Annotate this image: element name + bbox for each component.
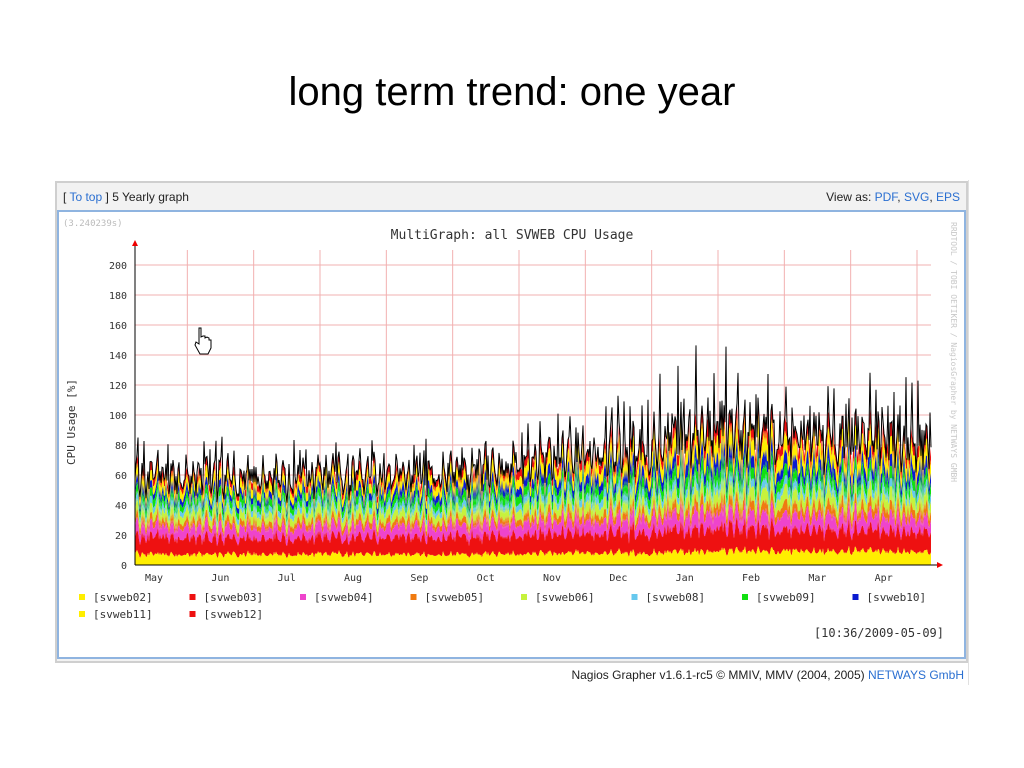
axes: 0 20 40 60 80 100 120 140 160 180 200 May Jun Jul Aug S… (109, 240, 943, 584)
x-tick-label: May (145, 573, 163, 584)
series-area-svweb08 (135, 463, 931, 529)
x-tick-label: Oct (477, 573, 495, 584)
eps-link[interactable]: EPS (935, 190, 960, 204)
series-area-svweb02 (135, 545, 931, 565)
footer: Nagios Grapher v1.6.1-rc5 © MMIV, MMV (2… (571, 668, 964, 682)
y-tick-label: 160 (109, 321, 127, 332)
y-axis-arrow (132, 240, 138, 246)
x-tick-label: Mar (808, 573, 826, 584)
divider (968, 180, 969, 685)
legend: [svweb02] [svweb03] [svweb04] [svweb05] [svw… (79, 591, 926, 621)
x-tick-label: Dec (609, 573, 627, 584)
x-axis-arrow (937, 562, 943, 568)
svg-link[interactable]: SVG (903, 190, 930, 204)
legend-swatch (521, 594, 527, 600)
x-tick-label: Jul (278, 573, 296, 584)
legend-label: [svweb04] (314, 591, 374, 604)
x-tick-label: Apr (875, 573, 893, 584)
legend-swatch (189, 611, 196, 617)
legend-swatch (189, 594, 196, 600)
series-area-svweb11 (135, 413, 931, 516)
total-line (134, 345, 932, 503)
legend-label: [svweb03] (204, 591, 264, 604)
legend-swatch (79, 611, 85, 617)
toolbar-left: [ To top ] 5 Yearly graph (63, 190, 189, 204)
hand-cursor-icon (194, 327, 212, 355)
series-area-svweb06 (135, 472, 931, 535)
chart-title: MultiGraph: all SVWEB CPU Usage (391, 228, 634, 243)
series-area-svweb10 (135, 434, 931, 520)
timestamp: [10:36/2009-05-09] (814, 626, 944, 640)
data-area (134, 345, 932, 565)
y-axis-label: CPU Usage [%] (65, 379, 78, 465)
legend-label: [svweb10] (867, 591, 927, 604)
series-area-svweb05 (135, 488, 931, 540)
footer-text: Nagios Grapher v1.6.1-rc5 © MMIV, MMV (2… (571, 668, 865, 682)
legend-swatch (742, 594, 748, 600)
pdf-link[interactable]: PDF (874, 190, 898, 204)
y-tick-label: 100 (109, 411, 127, 422)
cpu-usage-chart: (3.240239s) MultiGraph: all SVWEB CPU Us… (59, 212, 964, 657)
bracket-close: ] (105, 190, 109, 204)
y-tick-label: 80 (115, 441, 127, 452)
y-tick-label: 40 (115, 501, 127, 512)
y-tick-label: 180 (109, 291, 127, 302)
legend-swatch (79, 594, 85, 600)
legend-label: [svweb12] (204, 608, 264, 621)
y-tick-label: 60 (115, 471, 127, 482)
x-tick-label: Jun (211, 573, 229, 584)
chart-render-time: (3.240239s) (63, 219, 123, 229)
series-area-svweb09 (135, 449, 931, 525)
series-area-svweb04 (135, 498, 931, 547)
legend-label: [svweb09] (756, 591, 816, 604)
graph-name: 5 Yearly graph (112, 190, 189, 204)
graph-frame: [ To top ] 5 Yearly graph View as: PDF, … (55, 181, 968, 663)
x-tick-label: Sep (410, 573, 428, 584)
legend-label: [svweb11] (93, 608, 153, 621)
slide-title: long term trend: one year (288, 70, 736, 114)
legend-label: [svweb05] (425, 591, 485, 604)
y-tick-label: 20 (115, 531, 127, 542)
bracket-open: [ (63, 190, 67, 204)
legend-swatch (631, 594, 638, 600)
y-tick-label: 0 (121, 561, 127, 572)
graph-box: (3.240239s) MultiGraph: all SVWEB CPU Us… (57, 210, 966, 659)
y-tick-label: 140 (109, 351, 127, 362)
view-as: View as: PDF, SVG, EPS (826, 190, 960, 204)
legend-swatch (410, 594, 417, 600)
to-top-link[interactable]: To top (69, 190, 103, 204)
legend-swatch (300, 594, 306, 600)
legend-label: [svweb02] (93, 591, 153, 604)
view-as-label: View as: (826, 190, 872, 204)
x-tick-label: Feb (742, 573, 760, 584)
y-tick-label: 200 (109, 261, 127, 272)
legend-label: [svweb08] (646, 591, 706, 604)
x-tick-label: Nov (543, 573, 561, 584)
series-area-svweb03 (135, 515, 931, 559)
chart-watermark: RRDTOOL / TOBI OETIKER / NagiosGrapher b… (949, 222, 958, 482)
x-tick-label: Jan (676, 573, 694, 584)
legend-swatch (852, 594, 859, 600)
y-tick-label: 120 (109, 381, 127, 392)
legend-label: [svweb06] (535, 591, 595, 604)
netways-link[interactable]: NETWAYS GmbH (867, 668, 964, 682)
x-tick-label: Aug (344, 573, 362, 584)
graph-toolbar: [ To top ] 5 Yearly graph View as: PDF, … (57, 183, 966, 210)
